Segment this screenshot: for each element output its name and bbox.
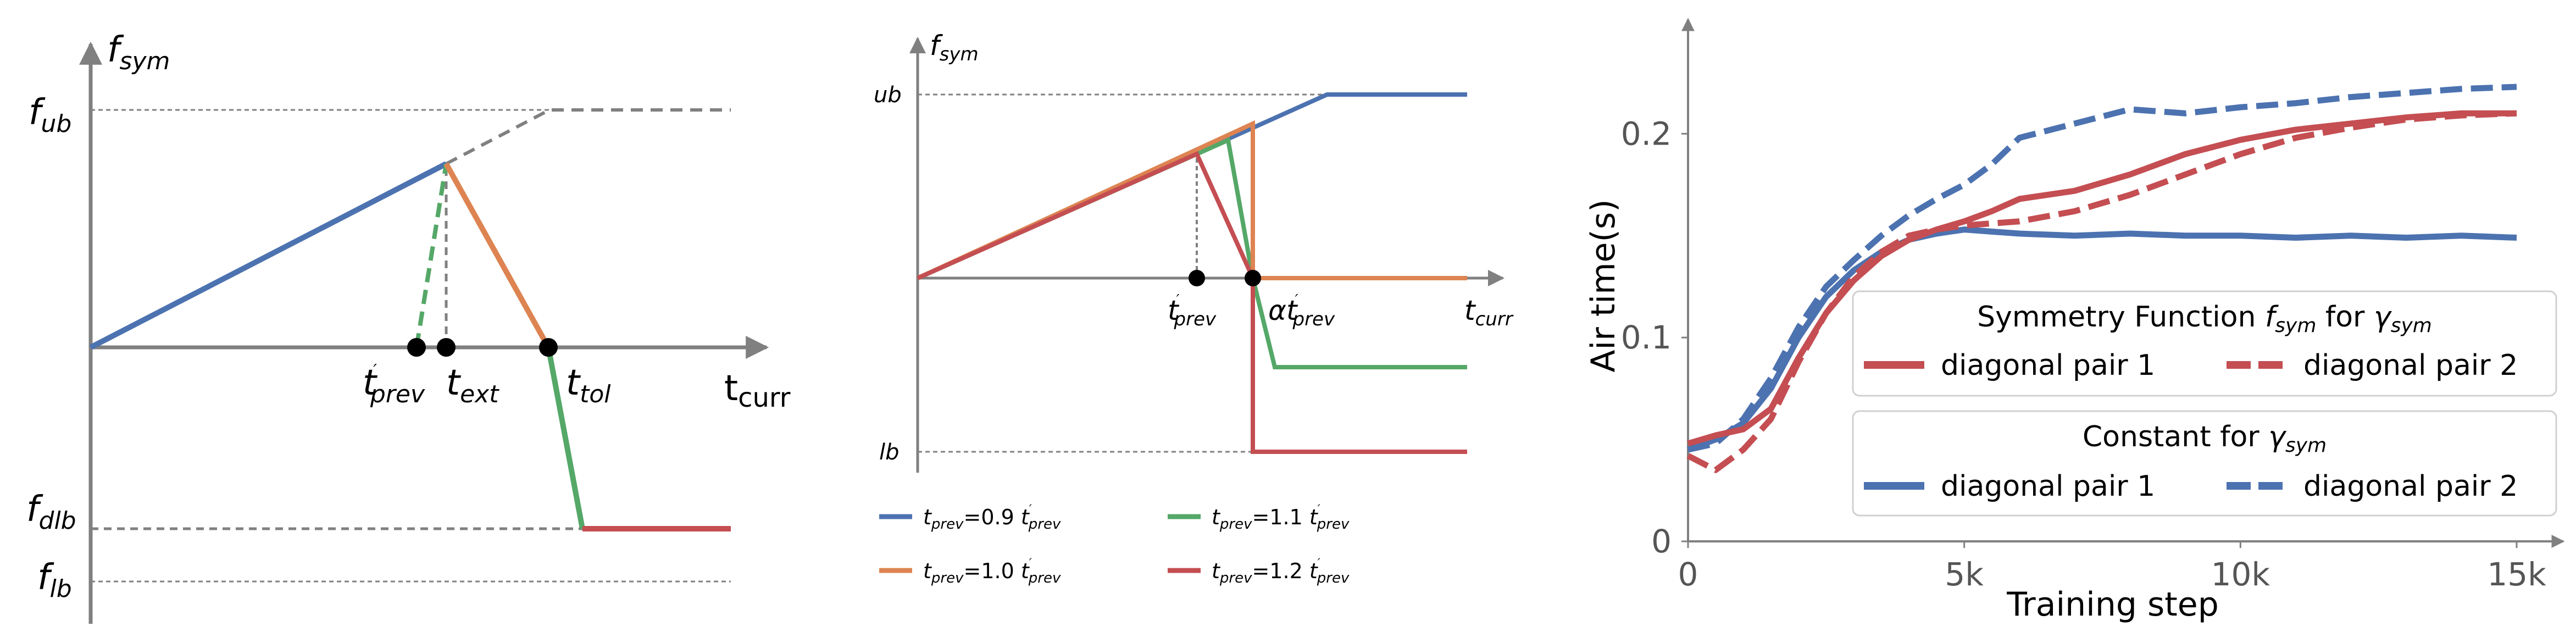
t-tol-label: ttol — [566, 363, 611, 408]
legend-red-solid-label: diagonal pair 1 — [1941, 349, 2155, 382]
legend-green-label: tprev=1.1 t′ prev — [1212, 503, 1350, 533]
blue-rise-line — [89, 161, 448, 350]
series-line-0 — [1687, 226, 2517, 453]
series-red-line — [917, 151, 1467, 454]
x-tick-label: 10k — [2211, 556, 2270, 593]
x-axis-label: tcurr — [724, 368, 791, 413]
t-prev-marker — [1189, 270, 1205, 286]
legend-blue-label: tprev=0.9 t′ prev — [923, 503, 1061, 533]
series — [1686, 84, 2517, 473]
right-chart: 0 5k 10k 15k 0 0.1 0.2 Air time(s) Training st… — [1584, 18, 2565, 624]
series-green-line — [917, 137, 1467, 369]
middle-diagram: fsym ub lb tcurr t′ prev αt′ prev tprev=0.… — [874, 30, 1514, 586]
series-blue-line — [917, 92, 1467, 280]
legend: Symmetry Function fsym for γsym diagonal… — [1852, 290, 2557, 517]
x-tick-label: 15k — [2487, 556, 2546, 593]
t-prev-label: t′ prev — [363, 361, 425, 408]
legend-blue-solid-label: diagonal pair 1 — [1941, 470, 2155, 503]
legend-group-2-title: Constant for γsym — [2083, 420, 2327, 457]
t-prev-label: t′ prev — [1168, 292, 1217, 330]
series-line-3 — [1686, 110, 2517, 473]
t-ext-label: text — [446, 363, 499, 408]
series-orange-line — [917, 120, 1467, 280]
legend: tprev=0.9 t′ prev tprev=1.1 t′ prev tprev=… — [879, 503, 1350, 586]
x-axis-title: Training step — [2006, 585, 2219, 624]
t-ext-marker — [437, 338, 456, 357]
y-axis-label: fsym — [930, 30, 979, 65]
alpha-t-prev-label: αt′ prev — [1268, 292, 1335, 330]
orange-decline-line — [443, 162, 551, 349]
y-tick-label: 0.1 — [1621, 319, 1672, 356]
legend-box-2 — [1852, 410, 2557, 517]
x-tick-label: 0 — [1678, 556, 1698, 593]
ub-label: ub — [874, 82, 902, 108]
series-line-2 — [1687, 110, 2517, 447]
y-axis-label: fsym — [107, 30, 170, 75]
y-tick-label: 0.2 — [1621, 115, 1672, 152]
t-prev-marker — [407, 338, 426, 357]
dlb-label: fdlb — [26, 489, 76, 535]
legend-blue-dashed-label: diagonal pair 2 — [2303, 470, 2518, 503]
green-decline-line — [546, 347, 585, 529]
legend-red-dashed-label: diagonal pair 2 — [2303, 349, 2518, 382]
alpha-t-prev-marker — [1245, 270, 1261, 286]
x-axis-label: tcurr — [1464, 295, 1514, 330]
ticks: 0 5k 10k 15k 0 0.1 0.2 — [1621, 115, 2546, 593]
series-line-1 — [1687, 84, 2517, 453]
ub-extension-line — [445, 108, 731, 165]
green-dashed-line — [414, 163, 448, 348]
legend-red-label: tprev=1.2 t′ prev — [1212, 557, 1350, 586]
left-diagram: fsym fub fdlb flb tcurr t′ prev text ttol — [26, 30, 791, 624]
legend-group-1-title: Symmetry Function fsym for γsym — [1977, 301, 2432, 337]
x-tick-label: 5k — [1945, 556, 1984, 593]
legend-orange-label: tprev=1.0 t′ prev — [923, 557, 1061, 586]
legend-box-1 — [1852, 290, 2557, 397]
y-tick-label: 0 — [1651, 523, 1672, 560]
t-tol-marker — [539, 338, 558, 357]
lb-label: flb — [37, 557, 72, 603]
y-axis-title: Air time(s) — [1584, 199, 1623, 372]
ub-label: fub — [29, 92, 71, 138]
lb-label: lb — [879, 440, 900, 465]
